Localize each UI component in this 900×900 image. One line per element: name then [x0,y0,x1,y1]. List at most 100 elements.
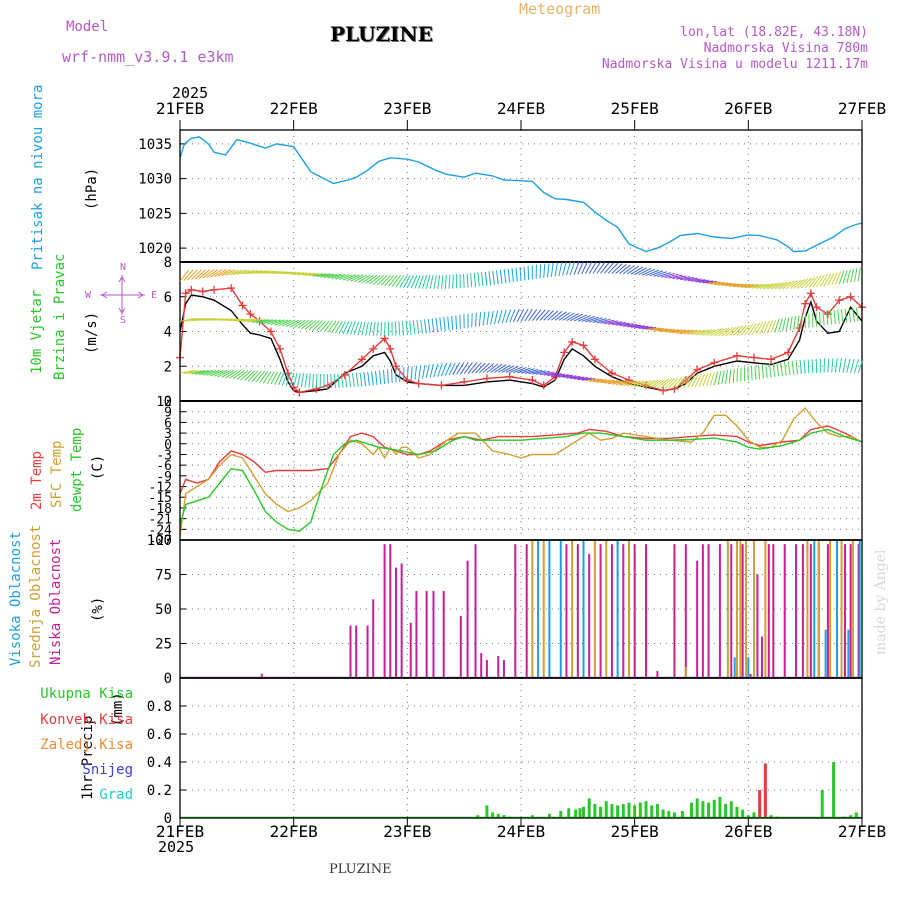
wind-arrow [611,380,626,385]
bar-precip_total [672,812,676,818]
model-elevation-label: Nadmorska Visina u modelu 1211.17m [601,57,868,72]
compass-south: S [120,315,126,326]
wind-arrow [778,281,791,290]
wind-arrow [729,326,741,337]
wind-arrow [751,322,761,335]
gust-marker [295,388,304,397]
wind-arrow [335,274,349,280]
wind-arrow [653,328,668,332]
gust-marker [210,285,219,294]
wind-arrow [699,280,714,283]
compass-west: W [85,290,92,301]
wind-arrow [251,270,266,275]
wind-arrow [755,283,770,289]
bar-low_cloud [857,544,860,678]
wind-arrow [380,275,392,286]
wind-arrow [695,329,709,336]
wind-arrow [592,318,607,323]
bar-precip_total [718,797,722,818]
wind-arrow [524,309,533,322]
wind-arrow [437,363,443,377]
wind-arrow [713,371,719,386]
bar-precip_total [690,802,693,818]
wind-arrow [300,319,313,330]
wind-arrow [856,307,859,322]
wind-arrow [634,267,648,275]
wind-arrow [539,371,554,376]
bar-low_cloud [645,544,648,678]
wind-arrow [569,261,576,276]
wind-arrow [804,276,815,289]
bar-precip_total [610,804,614,818]
wind-arrow [498,364,511,373]
bar-precip_total [616,805,620,818]
wind-arrow [492,270,495,285]
bar-precip_total [854,812,858,818]
wind-arrow [202,269,215,279]
bar-low_cloud [673,544,676,678]
wind-arrow [710,328,723,337]
bar-high_cloud [835,540,838,678]
wind-arrow [717,282,732,286]
legend-convective-rain: Konvek.Kisa [40,712,133,728]
bar-low_cloud [525,544,528,678]
wind-arrow [543,263,546,278]
wind-arrow [850,268,855,283]
bar-high_cloud [847,629,850,678]
model-name: wrf-nmm_v3.9.1 e3km [62,48,234,66]
wind-arrow [429,363,435,378]
wind-arrow [179,269,190,282]
wind-arrow [600,262,610,274]
wind-arrow [732,368,735,383]
wind-arrow [834,358,838,373]
wind-arrow [447,316,450,331]
wind-arrow [213,269,227,277]
wind-arrow [443,316,446,331]
y-tick-label: 6 [164,416,172,431]
wind-arrow [412,320,416,335]
wind-arrow [341,373,344,388]
wind-arrow [694,374,702,388]
wind-arrow [615,380,630,386]
gust-marker [238,301,247,310]
wind-arrow [244,270,259,275]
wind-arrow [774,281,788,290]
gust-marker [505,372,514,381]
bar-mid_cloud [593,540,596,678]
wind-arrow [296,373,301,387]
wind-arrow [274,271,289,274]
bar-mid_cloud [571,540,574,678]
wind-arrow [850,358,855,373]
legend-total-rain: Ukupna Kisa [40,686,133,702]
wind-arrow [194,269,207,280]
wind-arrow [375,370,378,385]
wind-arrow [714,282,729,285]
bar-low_cloud [684,544,687,678]
bar-low_cloud [260,673,263,678]
wind-arrow [221,269,235,277]
wind-arrow [679,376,689,389]
wind-arrow [816,274,825,288]
wind-arrow [503,269,507,284]
wind-arrow [611,263,623,274]
wind-arrow [348,373,351,388]
wind-arrow [244,370,255,381]
wind-arrow [282,319,296,327]
wind-arrow [266,319,281,325]
wind-arrow [221,370,235,378]
wind-arrow [763,320,770,334]
wind-arrow [281,372,288,386]
wind-arrow [267,271,282,274]
wind-arrow [570,313,583,322]
wind-arrow [422,275,428,289]
wind-arrow [511,268,514,283]
bar-high_cloud [616,540,619,678]
wind-arrow [706,281,721,284]
wind-arrow [562,312,575,321]
wind-arrow [350,321,356,335]
wind-arrow [736,368,738,383]
wind-arrow [179,370,194,374]
wind-arrow [418,365,422,380]
gust-marker [539,381,548,390]
bar-precip_total [491,812,495,818]
